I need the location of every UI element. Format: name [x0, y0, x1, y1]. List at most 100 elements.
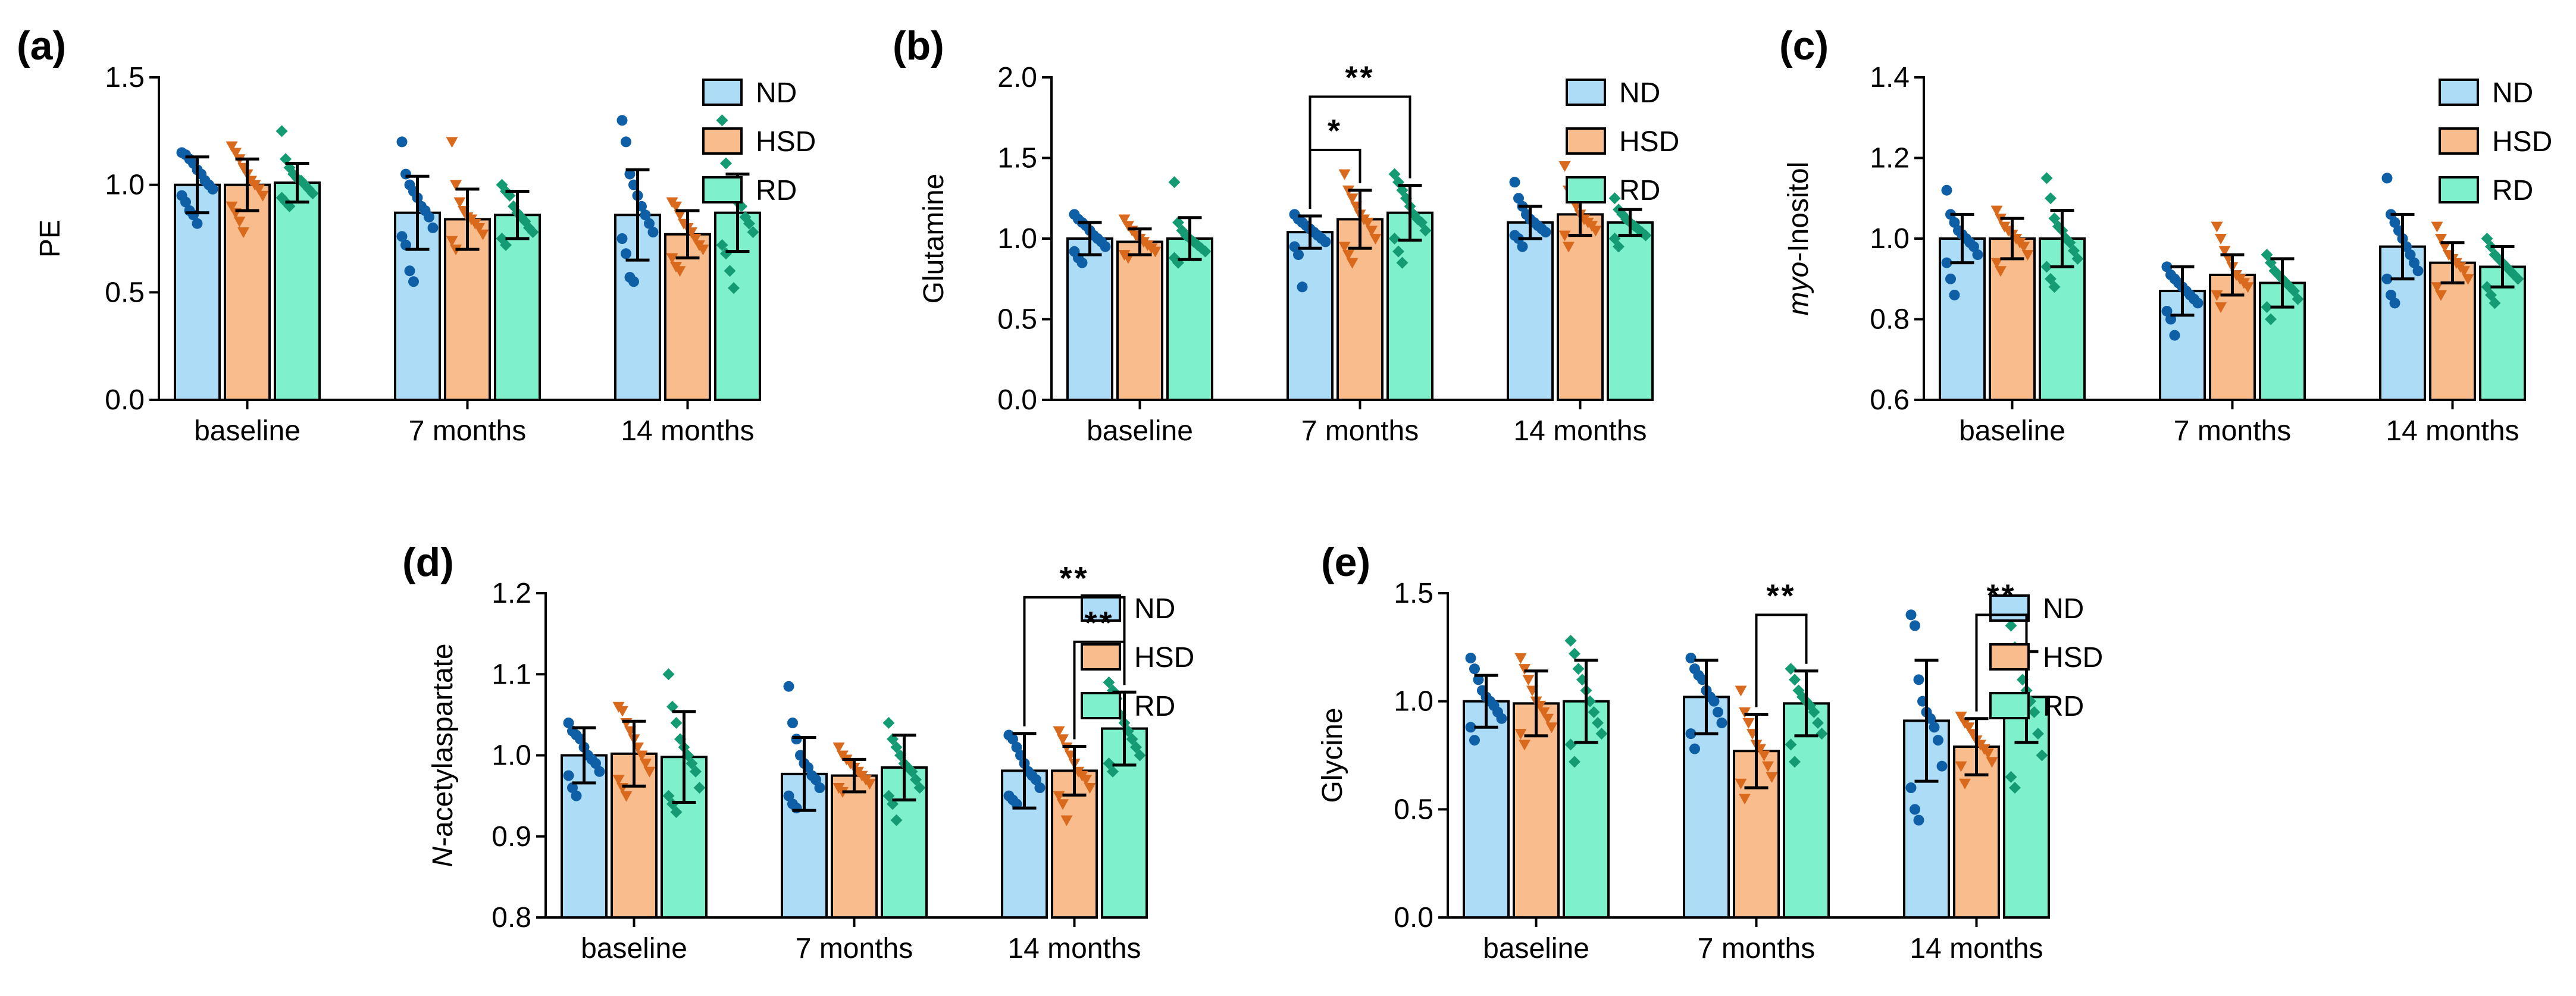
- point-hsd: [2242, 282, 2254, 293]
- error-bar-hsd-2: [1964, 717, 1989, 776]
- point-rd: [890, 741, 903, 753]
- panel-letter: (a): [17, 23, 66, 68]
- point-hsd: [230, 148, 242, 159]
- point-hsd: [1739, 707, 1751, 718]
- x-tick-label: baseline: [1483, 933, 1589, 964]
- point-hsd: [1758, 750, 1770, 762]
- point-hsd: [1053, 726, 1065, 737]
- point-rd: [2068, 245, 2080, 257]
- legend-swatch-hsd: [1989, 643, 2030, 671]
- point-rd: [2288, 285, 2300, 297]
- point-hsd: [1990, 258, 2003, 269]
- point-nd: [1913, 674, 1924, 685]
- point-nd: [621, 248, 631, 259]
- bar-rd-1: [1386, 211, 1433, 401]
- point-nd: [408, 276, 419, 287]
- point-hsd: [1084, 783, 1096, 794]
- legend-label-hsd: HSD: [756, 126, 816, 158]
- point-hsd: [1558, 161, 1571, 173]
- point-rd: [2045, 192, 2057, 205]
- point-hsd: [1995, 266, 2007, 277]
- point-rd: [1388, 233, 1401, 245]
- point-rd: [1572, 663, 1585, 675]
- error-bar-rd-0: [1574, 659, 1598, 744]
- point-rd: [2040, 261, 2053, 273]
- significance-bracket-line: [1755, 613, 1808, 707]
- point-hsd: [620, 791, 633, 802]
- point-hsd: [1519, 740, 1530, 751]
- point-rd: [670, 806, 683, 818]
- point-nd: [1949, 289, 1960, 300]
- significance-label: *: [1328, 113, 1342, 149]
- x-tick-label: 7 months: [409, 415, 526, 447]
- point-hsd: [1742, 718, 1755, 729]
- point-hsd: [2211, 221, 2223, 233]
- point-rd: [1789, 756, 1801, 768]
- point-nd: [644, 218, 655, 229]
- point-rd: [1107, 765, 1119, 778]
- legend-swatch-hsd: [2439, 127, 2479, 155]
- point-nd: [1716, 718, 1727, 728]
- significance-label: **: [1986, 578, 2016, 613]
- point-hsd: [612, 775, 625, 786]
- point-nd: [2386, 289, 2396, 300]
- y-axis-title: myo-Inositol: [1783, 162, 1814, 316]
- error-bar-nd-0: [1078, 221, 1102, 256]
- point-hsd: [674, 266, 686, 277]
- y-tick-label: 0.6: [1870, 384, 1910, 416]
- point-nd: [1517, 241, 1528, 252]
- point-rd: [1608, 192, 1621, 205]
- point-hsd: [1955, 761, 1967, 772]
- point-hsd: [832, 742, 845, 753]
- point-nd: [616, 233, 628, 244]
- point-hsd: [1514, 653, 1527, 664]
- y-tick-label: 1.5: [1394, 578, 1433, 609]
- bar-nd-0: [1066, 237, 1113, 401]
- point-rd: [1564, 634, 1577, 647]
- point-hsd: [1053, 791, 1065, 802]
- error-bar-hsd-1: [842, 757, 866, 794]
- y-tick-label: 1.0: [1394, 686, 1433, 718]
- y-axis-title: Glycine: [1317, 707, 1348, 803]
- error-bar-nd-2: [1012, 732, 1037, 810]
- panel-a: (a) 0.0 0.5 1.0 1.5 baseline 7 months 14 months…: [17, 23, 816, 447]
- point-hsd: [477, 229, 489, 240]
- y-tick-label: 1.0: [1870, 223, 1910, 255]
- point-hsd: [1563, 242, 1575, 253]
- point-hsd: [2021, 250, 2034, 261]
- error-bar-nd-1: [1298, 214, 1322, 250]
- point-hsd: [1962, 722, 1975, 734]
- legend-label-rd: RD: [2043, 691, 2084, 722]
- point-rd: [1392, 245, 1404, 258]
- point-hsd: [643, 766, 656, 778]
- panel-letter: (d): [402, 540, 454, 585]
- y-axis-title: PE: [35, 220, 66, 258]
- point-nd: [1685, 653, 1697, 663]
- point-nd: [1513, 193, 1524, 204]
- point-hsd: [2215, 302, 2227, 314]
- point-nd: [2405, 249, 2416, 261]
- error-bar-rd-0: [2050, 209, 2074, 268]
- point-nd: [810, 774, 821, 785]
- point-nd: [1972, 249, 1983, 261]
- point-rd: [2009, 782, 2021, 794]
- point-hsd: [1519, 664, 1530, 675]
- y-axis-title-rest: -acetylaspartate: [427, 643, 459, 847]
- point-hsd: [1739, 794, 1751, 805]
- point-rd: [890, 814, 903, 826]
- point-nd: [1540, 227, 1551, 238]
- legend-label-rd: RD: [1619, 175, 1660, 206]
- y-tick-label: 0.5: [105, 277, 145, 308]
- error-bar-rd-1: [505, 190, 530, 240]
- point-rd: [306, 187, 319, 200]
- point-nd: [1905, 609, 1917, 621]
- point-rd: [1126, 733, 1138, 746]
- point-rd: [747, 226, 759, 239]
- point-rd: [2040, 172, 2053, 184]
- point-nd: [787, 718, 798, 728]
- point-hsd: [1986, 757, 1998, 768]
- point-rd: [2292, 293, 2304, 305]
- y-tick-label: 0.5: [1394, 794, 1433, 825]
- legend-swatch-nd: [1989, 594, 2030, 622]
- error-bar-rd-1: [1398, 184, 1422, 242]
